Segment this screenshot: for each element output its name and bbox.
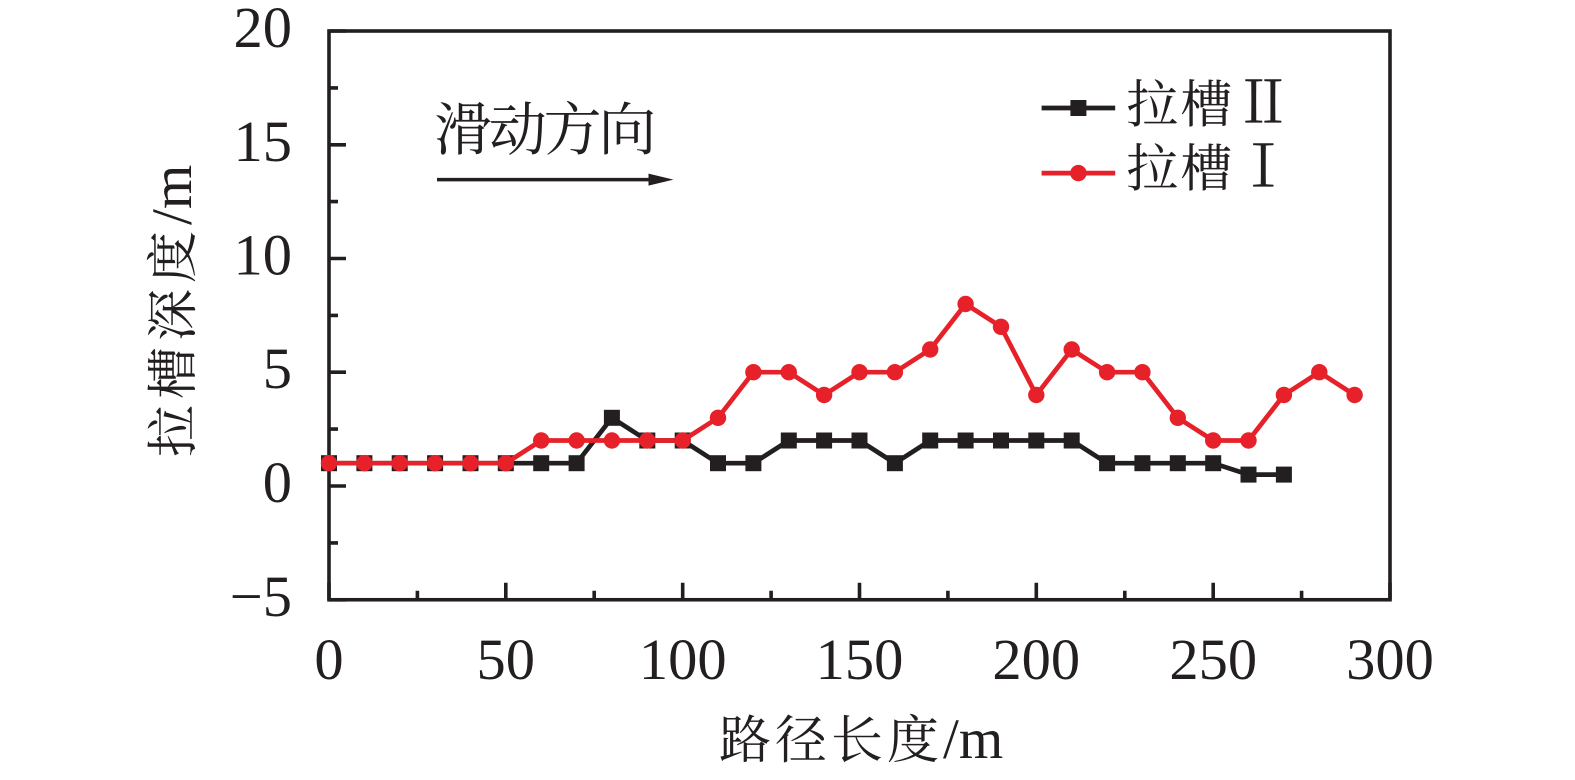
svg-text:150: 150 — [816, 627, 904, 692]
svg-text:300: 300 — [1346, 627, 1434, 692]
svg-text:0: 0 — [263, 450, 292, 515]
svg-text:5: 5 — [263, 336, 292, 401]
svg-text:/m: /m — [141, 165, 204, 225]
svg-text:50: 50 — [477, 627, 536, 692]
svg-text:−5: −5 — [230, 564, 292, 629]
svg-text:100: 100 — [639, 627, 727, 692]
svg-text:200: 200 — [992, 627, 1080, 692]
svg-text:20: 20 — [234, 0, 293, 60]
svg-text:/m: /m — [943, 708, 1003, 771]
svg-text:10: 10 — [234, 223, 293, 288]
svg-text:15: 15 — [234, 109, 293, 174]
svg-text:0: 0 — [314, 627, 343, 692]
svg-text:250: 250 — [1169, 627, 1257, 692]
